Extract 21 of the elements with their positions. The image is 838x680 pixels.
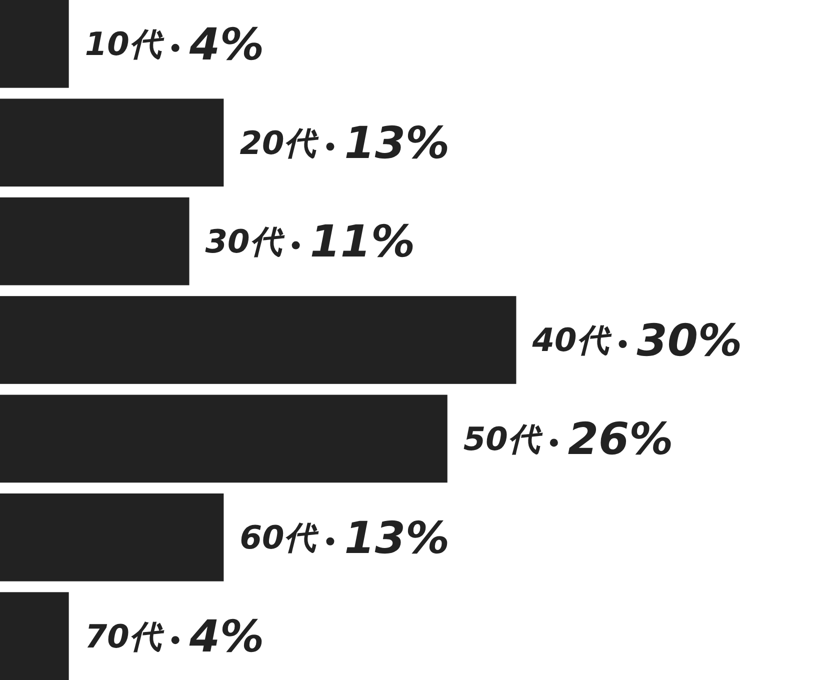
y-tick-label: 10代 bbox=[84, 25, 164, 64]
bar bbox=[0, 592, 69, 680]
bar bbox=[0, 394, 448, 483]
bar bbox=[0, 493, 224, 582]
y-tick-label: 30代 bbox=[205, 222, 285, 261]
data-label: 4% bbox=[188, 611, 264, 662]
y-tick-label: 50代 bbox=[463, 420, 543, 458]
bar bbox=[0, 98, 224, 187]
data-label: 13% bbox=[344, 118, 450, 170]
bar bbox=[0, 0, 69, 88]
data-label: 11% bbox=[310, 216, 416, 268]
bar bbox=[0, 296, 516, 384]
data-label: 30% bbox=[636, 315, 742, 366]
y-tick-label: 60代 bbox=[240, 518, 320, 557]
data-label: 4% bbox=[188, 19, 264, 70]
y-tick-label: 40代 bbox=[531, 321, 612, 360]
bar bbox=[0, 197, 190, 286]
y-tick-label: 20代 bbox=[240, 124, 320, 162]
data-label: 13% bbox=[344, 512, 450, 564]
data-label: 26% bbox=[568, 414, 674, 466]
y-tick-label: 70代 bbox=[84, 617, 164, 656]
